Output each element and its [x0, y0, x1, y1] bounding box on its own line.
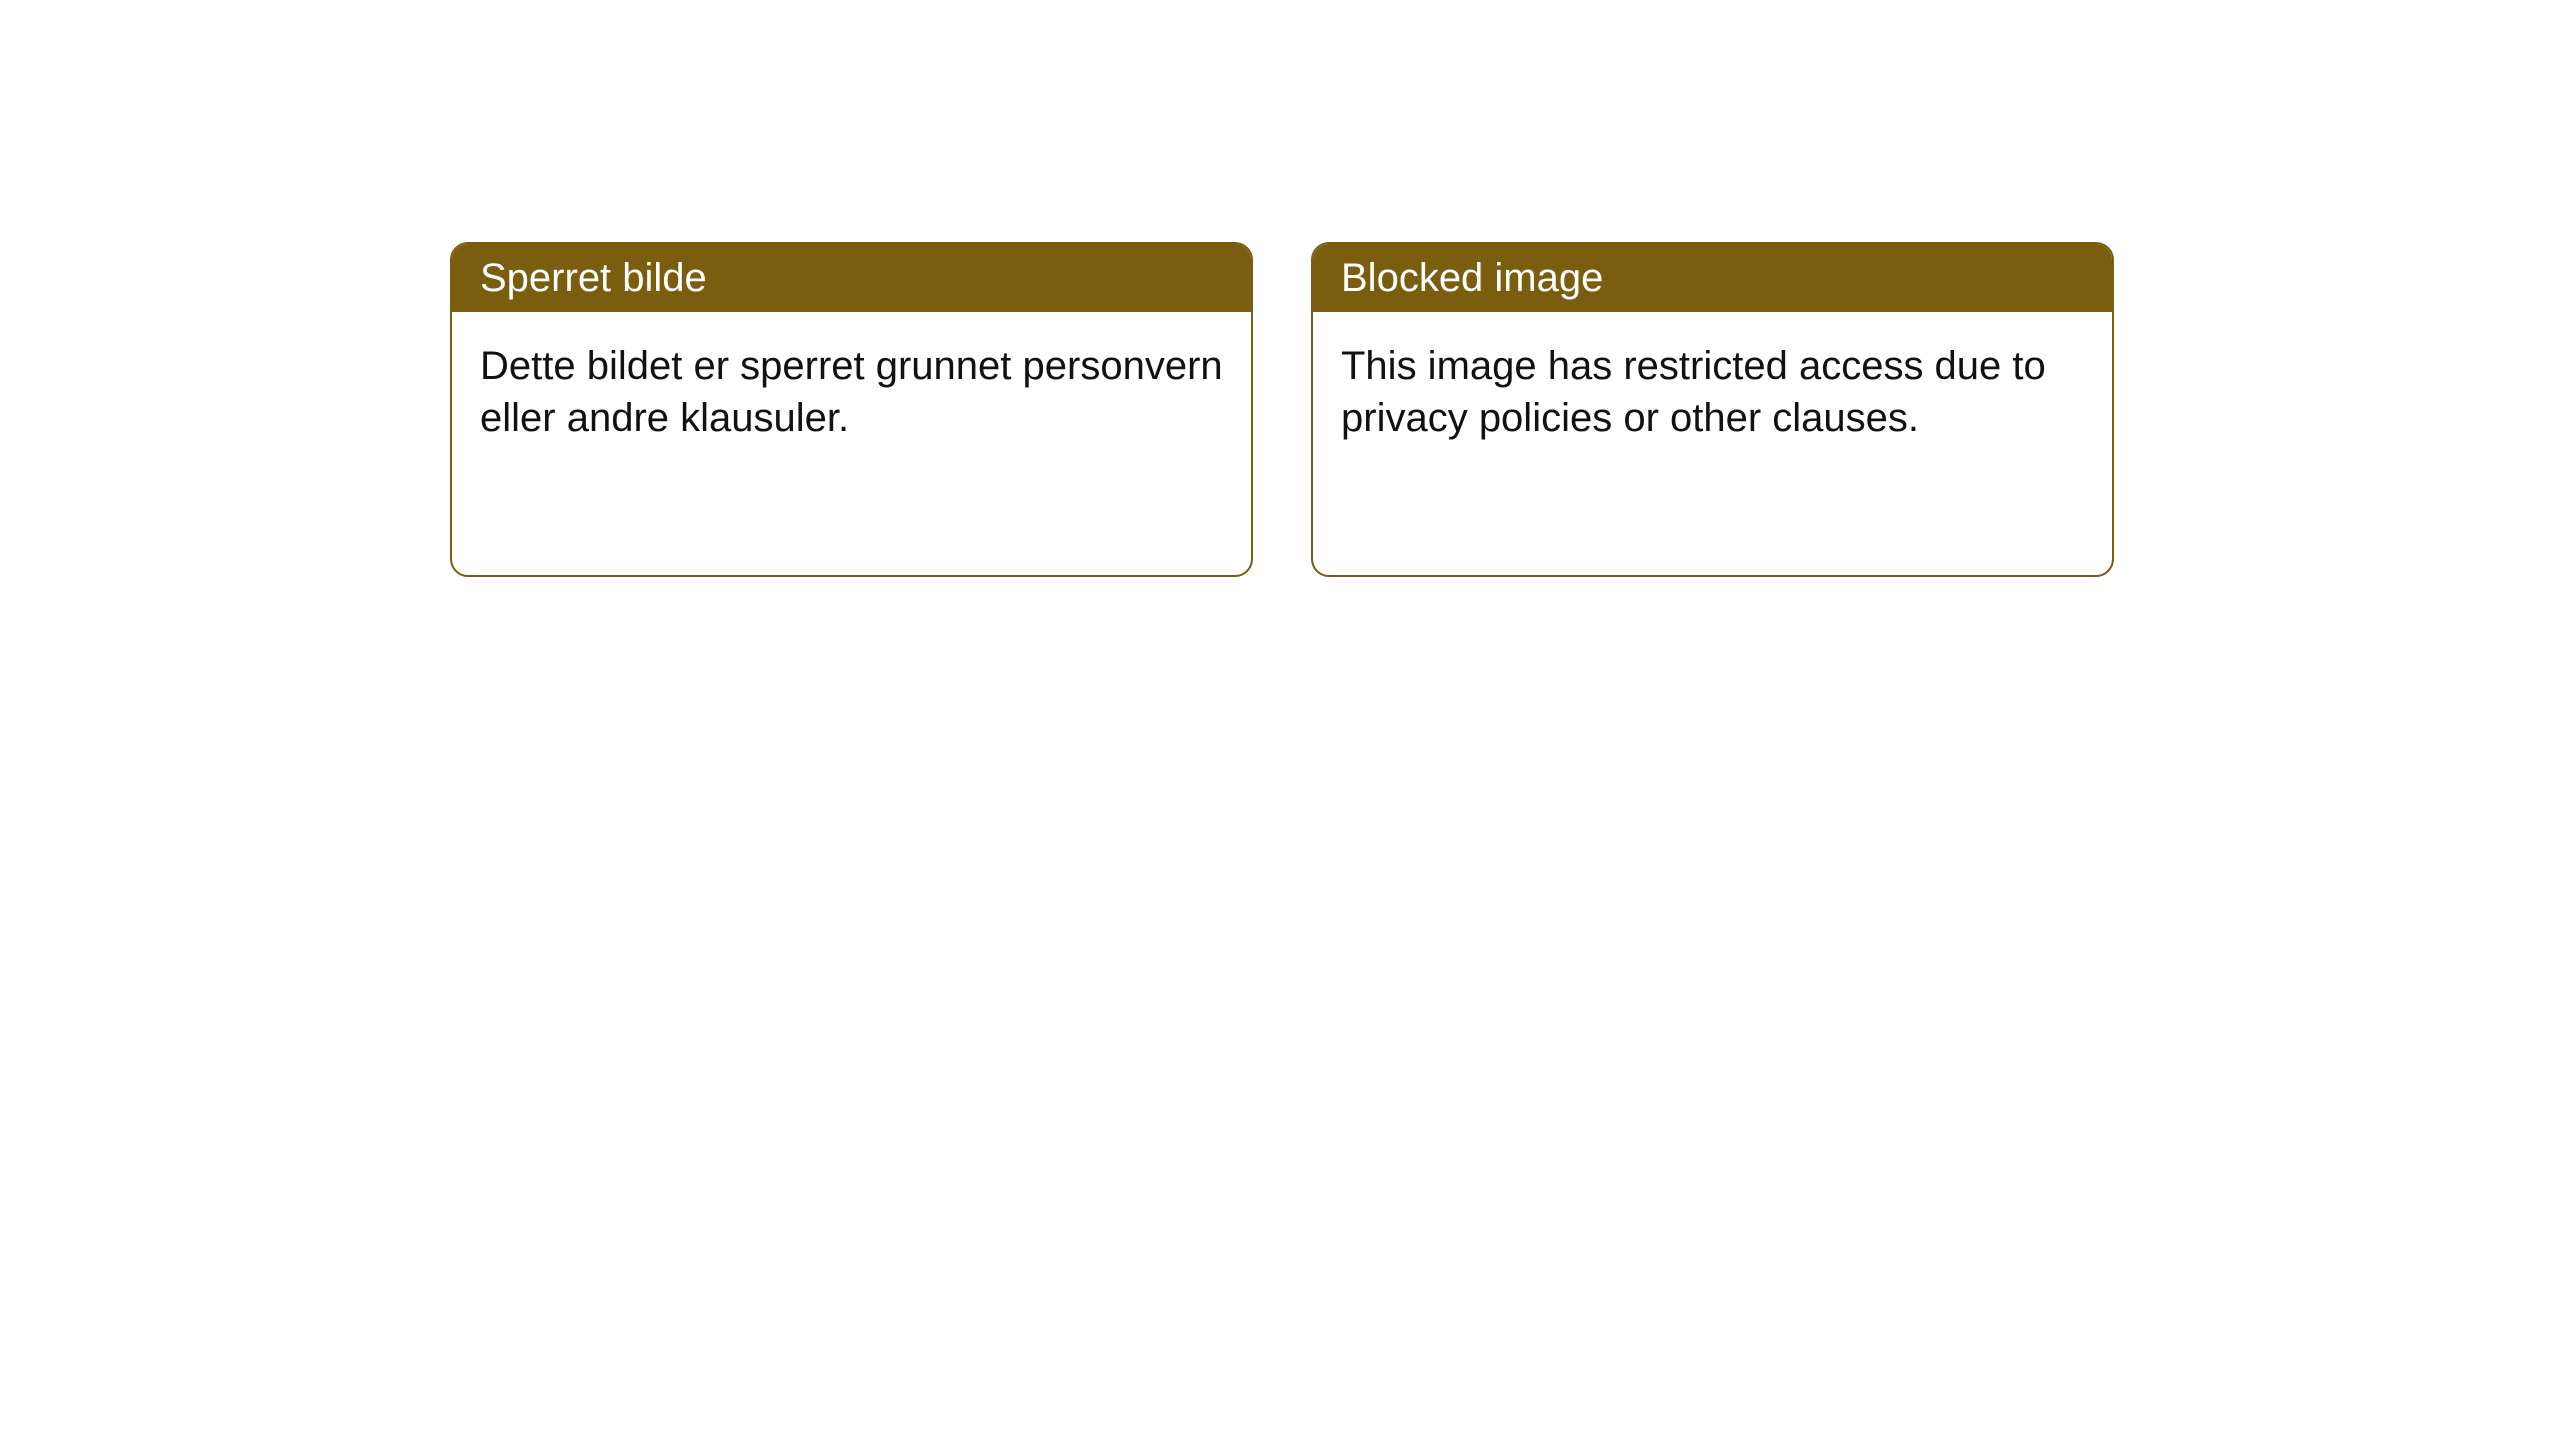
notice-title: Blocked image — [1313, 244, 2112, 312]
notice-body: Dette bildet er sperret grunnet personve… — [452, 312, 1251, 472]
notice-container: Sperret bilde Dette bildet er sperret gr… — [0, 0, 2560, 577]
notice-card-norwegian: Sperret bilde Dette bildet er sperret gr… — [450, 242, 1253, 577]
notice-card-english: Blocked image This image has restricted … — [1311, 242, 2114, 577]
notice-title: Sperret bilde — [452, 244, 1251, 312]
notice-body: This image has restricted access due to … — [1313, 312, 2112, 472]
